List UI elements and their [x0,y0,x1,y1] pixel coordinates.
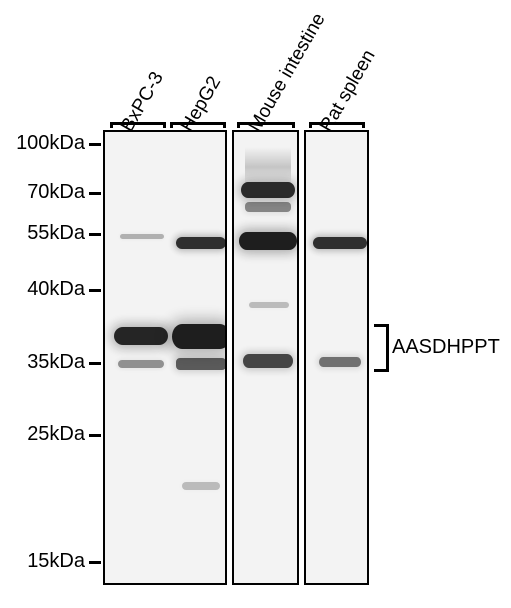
mw-tick [89,192,101,195]
lane-label: Mouse intestine [245,10,331,136]
band [176,358,226,370]
mw-label: 40kDa [0,278,85,301]
band [313,237,367,249]
target-bracket [374,324,389,327]
band [182,482,220,490]
band [243,354,293,368]
lane-bracket-tick [237,122,240,128]
panel-2 [232,130,299,585]
lane-bracket-tick [292,122,295,128]
mw-label: 15kDa [0,550,85,573]
mw-tick [89,233,101,236]
mw-label: 70kDa [0,181,85,204]
lane-label: BxPC-3 [117,68,169,136]
lane-label: HepG2 [177,73,226,136]
band-smear [245,147,291,187]
mw-label: 100kDa [0,132,85,155]
band [239,232,297,250]
band [241,182,295,198]
lane-bracket-tick [163,122,166,128]
mw-tick [89,143,101,146]
band [176,237,226,249]
mw-tick [89,434,101,437]
lane-bracket-tick [110,122,113,128]
mw-tick [89,289,101,292]
band [319,357,361,367]
band [120,234,164,239]
lane-bracket-tick [362,122,365,128]
mw-label: 55kDa [0,222,85,245]
band [114,327,168,345]
band [118,360,164,368]
mw-label: 35kDa [0,351,85,374]
target-bracket [374,369,389,372]
target-label: AASDHPPT [392,336,500,359]
lane-bracket-tick [170,122,173,128]
mw-tick [89,561,101,564]
lane-bracket-tick [223,122,226,128]
band [249,302,289,308]
western-blot-figure: 100kDa 70kDa 55kDa 40kDa 35kDa 25kDa 15kDa BxP… [0,0,511,608]
mw-tick [89,362,101,365]
band [245,202,291,212]
mw-label: 25kDa [0,423,85,446]
panel-3 [304,130,369,585]
target-bracket [386,324,389,372]
panel-1 [103,130,227,585]
band [172,324,227,349]
lane-bracket-tick [309,122,312,128]
